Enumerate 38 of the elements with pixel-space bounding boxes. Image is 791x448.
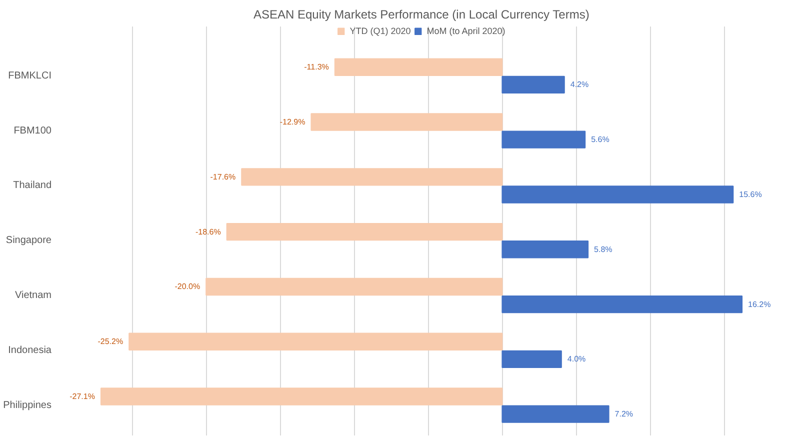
data-label: 4.0% bbox=[567, 354, 586, 364]
data-label: -27.1% bbox=[70, 392, 95, 402]
data-label: 16.2% bbox=[748, 300, 771, 309]
data-label: -12.9% bbox=[280, 118, 306, 127]
y-tick-label: Indonesia bbox=[8, 344, 52, 356]
y-tick-label: Singapore bbox=[6, 235, 52, 246]
data-label: 5.6% bbox=[591, 135, 610, 144]
bar bbox=[502, 76, 565, 94]
data-label: -17.6% bbox=[210, 172, 236, 182]
data-label: -11.3% bbox=[304, 62, 329, 72]
data-label: -20.0% bbox=[174, 282, 200, 292]
data-label: -25.2% bbox=[98, 337, 124, 346]
chart-title: ASEAN Equity Markets Performance (in Local Currency Terms) bbox=[253, 8, 590, 22]
data-label: 7.2% bbox=[614, 410, 634, 419]
y-tick-label: Thailand bbox=[13, 180, 52, 192]
bar bbox=[502, 130, 586, 148]
bar bbox=[502, 295, 743, 314]
bar bbox=[206, 278, 503, 296]
data-label: 5.8% bbox=[594, 244, 612, 254]
bar bbox=[241, 168, 503, 186]
y-tick-label: FBM100 bbox=[14, 125, 52, 136]
bar bbox=[502, 240, 589, 258]
legend-label: YTD (Q1) 2020 bbox=[350, 26, 411, 36]
data-label: 15.6% bbox=[739, 190, 762, 199]
y-tick-label: FBMKLCI bbox=[8, 70, 52, 82]
bar bbox=[310, 113, 503, 131]
legend-label: MoM (to April 2020) bbox=[426, 26, 506, 36]
data-label: 4.2% bbox=[570, 80, 589, 90]
bar bbox=[502, 186, 734, 204]
bar bbox=[128, 332, 503, 350]
y-tick-label: Philippines bbox=[3, 400, 52, 411]
data-label: -18.6% bbox=[195, 227, 221, 236]
bar bbox=[502, 405, 610, 423]
bar bbox=[100, 388, 503, 406]
y-tick-label: Vietnam bbox=[14, 290, 52, 302]
bar bbox=[226, 222, 503, 241]
bar bbox=[502, 350, 562, 368]
bar bbox=[334, 58, 503, 76]
